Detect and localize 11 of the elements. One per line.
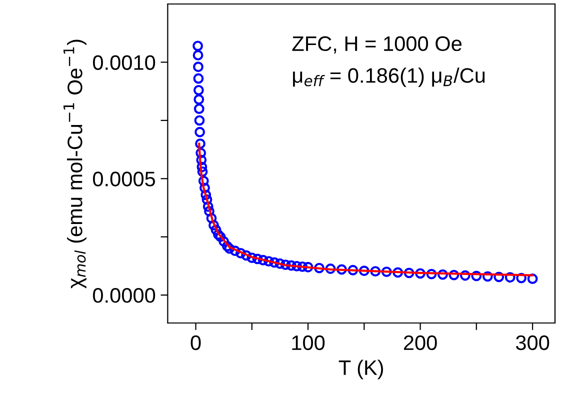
x-tick-label: 300 [516, 335, 550, 350]
annotation: μ$_{eff}$ = 0.186(1) μ$_{B}$/Cu [293, 68, 485, 87]
x-tick-label: 0 [190, 335, 201, 350]
x-tick-label: 100 [292, 335, 325, 350]
y-tick-label: 0.0000 [92, 288, 156, 303]
y-tick-label: 0.0010 [92, 55, 156, 70]
x-tick-label: 200 [404, 335, 437, 350]
annotation: ZFC, H = 1000 Oe [292, 36, 462, 54]
y-tick-label: 0.0005 [92, 172, 156, 186]
y-axis-title: χ$_{mol}$ (emu mol-Cu$^{−1}$ Oe$^{−1}$) [64, 40, 86, 288]
x-axis-title: T (K) [338, 360, 384, 380]
